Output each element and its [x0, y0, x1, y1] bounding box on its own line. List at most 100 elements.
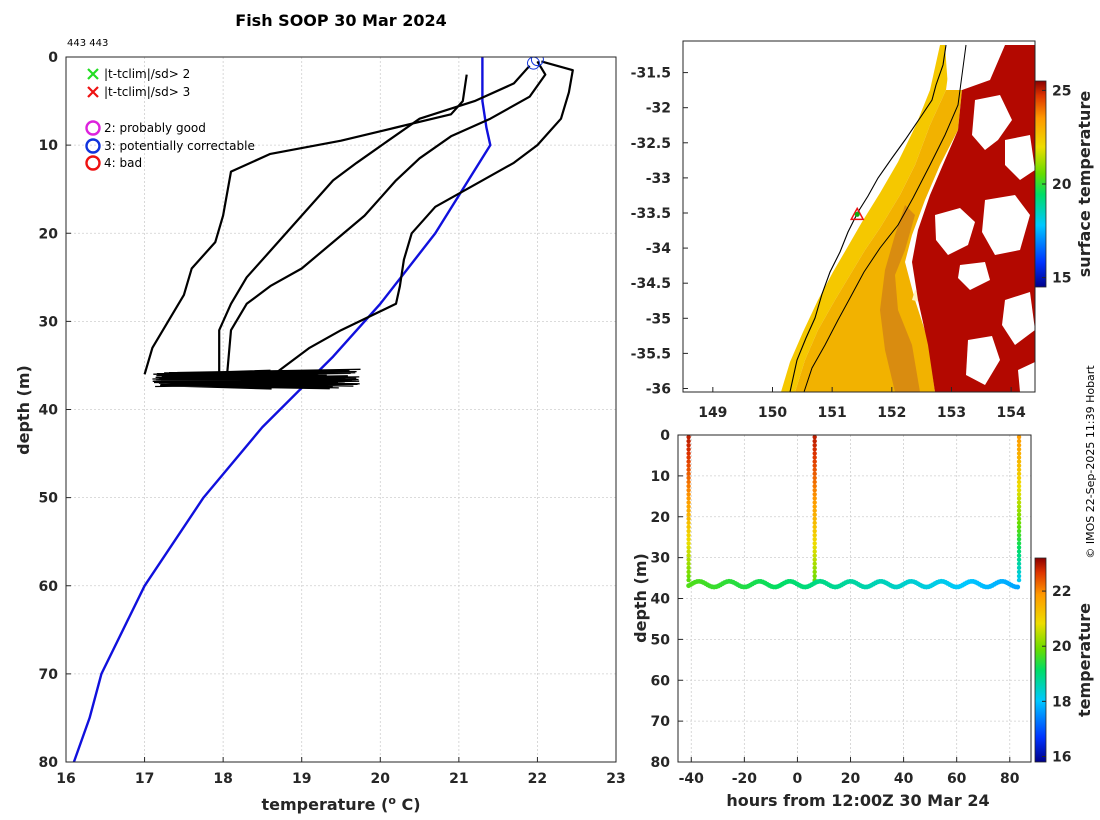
legend-label: |t-tclim|/sd> 3 [104, 85, 190, 99]
cast-point [812, 537, 817, 542]
cast-point [1016, 545, 1022, 550]
cast-point [686, 577, 691, 583]
cast-point [812, 467, 817, 472]
profile-series [72, 57, 574, 762]
map-y-tick-label: -35 [646, 311, 671, 327]
legend-label: 2: probably good [104, 121, 206, 135]
section-x-tick-label: 40 [894, 771, 914, 787]
section-y-tick-label: 0 [660, 428, 670, 444]
profile-y-tick-label: 10 [39, 138, 59, 154]
cast-point [686, 524, 691, 530]
cast-point [686, 483, 691, 489]
profile-x-tick-label: 19 [292, 771, 311, 787]
cast-point [686, 532, 691, 538]
cast-point [812, 471, 817, 477]
cast-point [812, 532, 817, 538]
cast-point [686, 487, 691, 493]
cast-point [812, 569, 817, 575]
cast-point [686, 569, 691, 575]
series-profile-4 [273, 60, 574, 376]
legend-label: |t-tclim|/sd> 2 [104, 67, 190, 81]
cast-point [1016, 471, 1022, 477]
cast-point [812, 541, 817, 546]
profile-x-axis-label: temperature (o C) [261, 794, 420, 814]
legend-marker-circle [85, 138, 101, 154]
series-climatology [72, 57, 492, 762]
cast-point [812, 438, 817, 444]
section-colorbar-ticks: 22 20 18 16 [1042, 584, 1072, 765]
cast-point [812, 512, 817, 517]
map-colorbar-tick-label: 20 [1052, 177, 1072, 193]
cast-point [1016, 569, 1022, 575]
cast-point [812, 435, 817, 440]
cast-point [1016, 455, 1022, 460]
cast-point [812, 451, 817, 456]
profile-y-axis-label: depth (m) [14, 365, 33, 455]
cast-point [1016, 573, 1022, 579]
cast-point [1016, 553, 1022, 558]
cast-point [812, 528, 817, 534]
bottom-cluster [152, 368, 361, 390]
cast-point [1016, 537, 1022, 542]
profile-x-tick-label: 16 [56, 771, 75, 787]
cast-point [1016, 541, 1022, 546]
profile-legend: |t-tclim|/sd> 2 |t-tclim|/sd> 3 2: probabl… [85, 67, 255, 171]
cast-point [1016, 438, 1022, 444]
cast-point [686, 504, 691, 509]
profile-ticks: 16 17 18 19 20 21 22 23 0 10 20 30 40 50 60 70 80 [39, 50, 626, 787]
profile-x-tick-label: 23 [606, 771, 625, 787]
map-track-point [849, 206, 865, 221]
cast-point [1016, 504, 1022, 509]
section-x-tick-label: 20 [841, 771, 861, 787]
cast-point [686, 573, 691, 579]
cast-point [812, 565, 817, 571]
cast-point [686, 467, 691, 472]
cast-point [1016, 577, 1022, 583]
section-x-tick-label: -40 [679, 771, 705, 787]
cast-point [812, 483, 817, 489]
cast-point [1016, 451, 1022, 456]
map-x-tick-label: 151 [818, 405, 847, 421]
cast-point [812, 553, 817, 558]
map-y-tick-label: -32.5 [631, 136, 671, 152]
cast-point [812, 508, 817, 513]
cast-point [812, 545, 817, 550]
section-y-tick-label: 40 [651, 592, 671, 608]
map-y-tick-label: -32 [646, 101, 671, 117]
cast-point [1016, 492, 1022, 497]
profile-y-tick-label: 40 [39, 403, 59, 419]
flag-circle [530, 57, 544, 67]
section-colorbar-tick-label: 18 [1052, 694, 1071, 710]
section-colorbar-tick-label: 20 [1052, 639, 1072, 655]
cast-point [812, 516, 817, 521]
cast-point [686, 443, 691, 448]
watermark: © IMOS 22-Sep-2025 11:39 Hobart [1084, 365, 1097, 559]
section-y-tick-label: 70 [651, 714, 671, 730]
cast-point [812, 557, 817, 562]
profile-y-tick-label: 30 [39, 314, 59, 330]
cast-point [1016, 500, 1022, 505]
section-y-tick-label: 10 [651, 469, 671, 485]
cast-point [1016, 479, 1022, 485]
section-colorbar-label: temperature [1075, 603, 1094, 717]
cast-point [686, 549, 691, 554]
map-y-tick-label: -35.5 [631, 346, 671, 362]
cast-point [686, 565, 691, 571]
map-x-tick-label: 149 [698, 405, 727, 421]
profile-x-tick-label: 20 [371, 771, 391, 787]
cast-point [686, 451, 691, 456]
section-grid [678, 435, 1031, 762]
section-y-tick-label: 50 [651, 632, 671, 648]
section-x-tick-label: -20 [732, 771, 758, 787]
cast-point [686, 500, 691, 505]
cast-point [1016, 467, 1022, 472]
sst-field [781, 44, 1035, 392]
cast-point [686, 508, 691, 513]
profile-y-tick-label: 20 [39, 226, 59, 242]
cast-point [686, 557, 691, 562]
cast-point [686, 541, 691, 546]
profile-frame [65, 56, 617, 763]
profile-y-tick-label: 60 [39, 579, 59, 595]
legend-marker-circle [85, 155, 101, 171]
